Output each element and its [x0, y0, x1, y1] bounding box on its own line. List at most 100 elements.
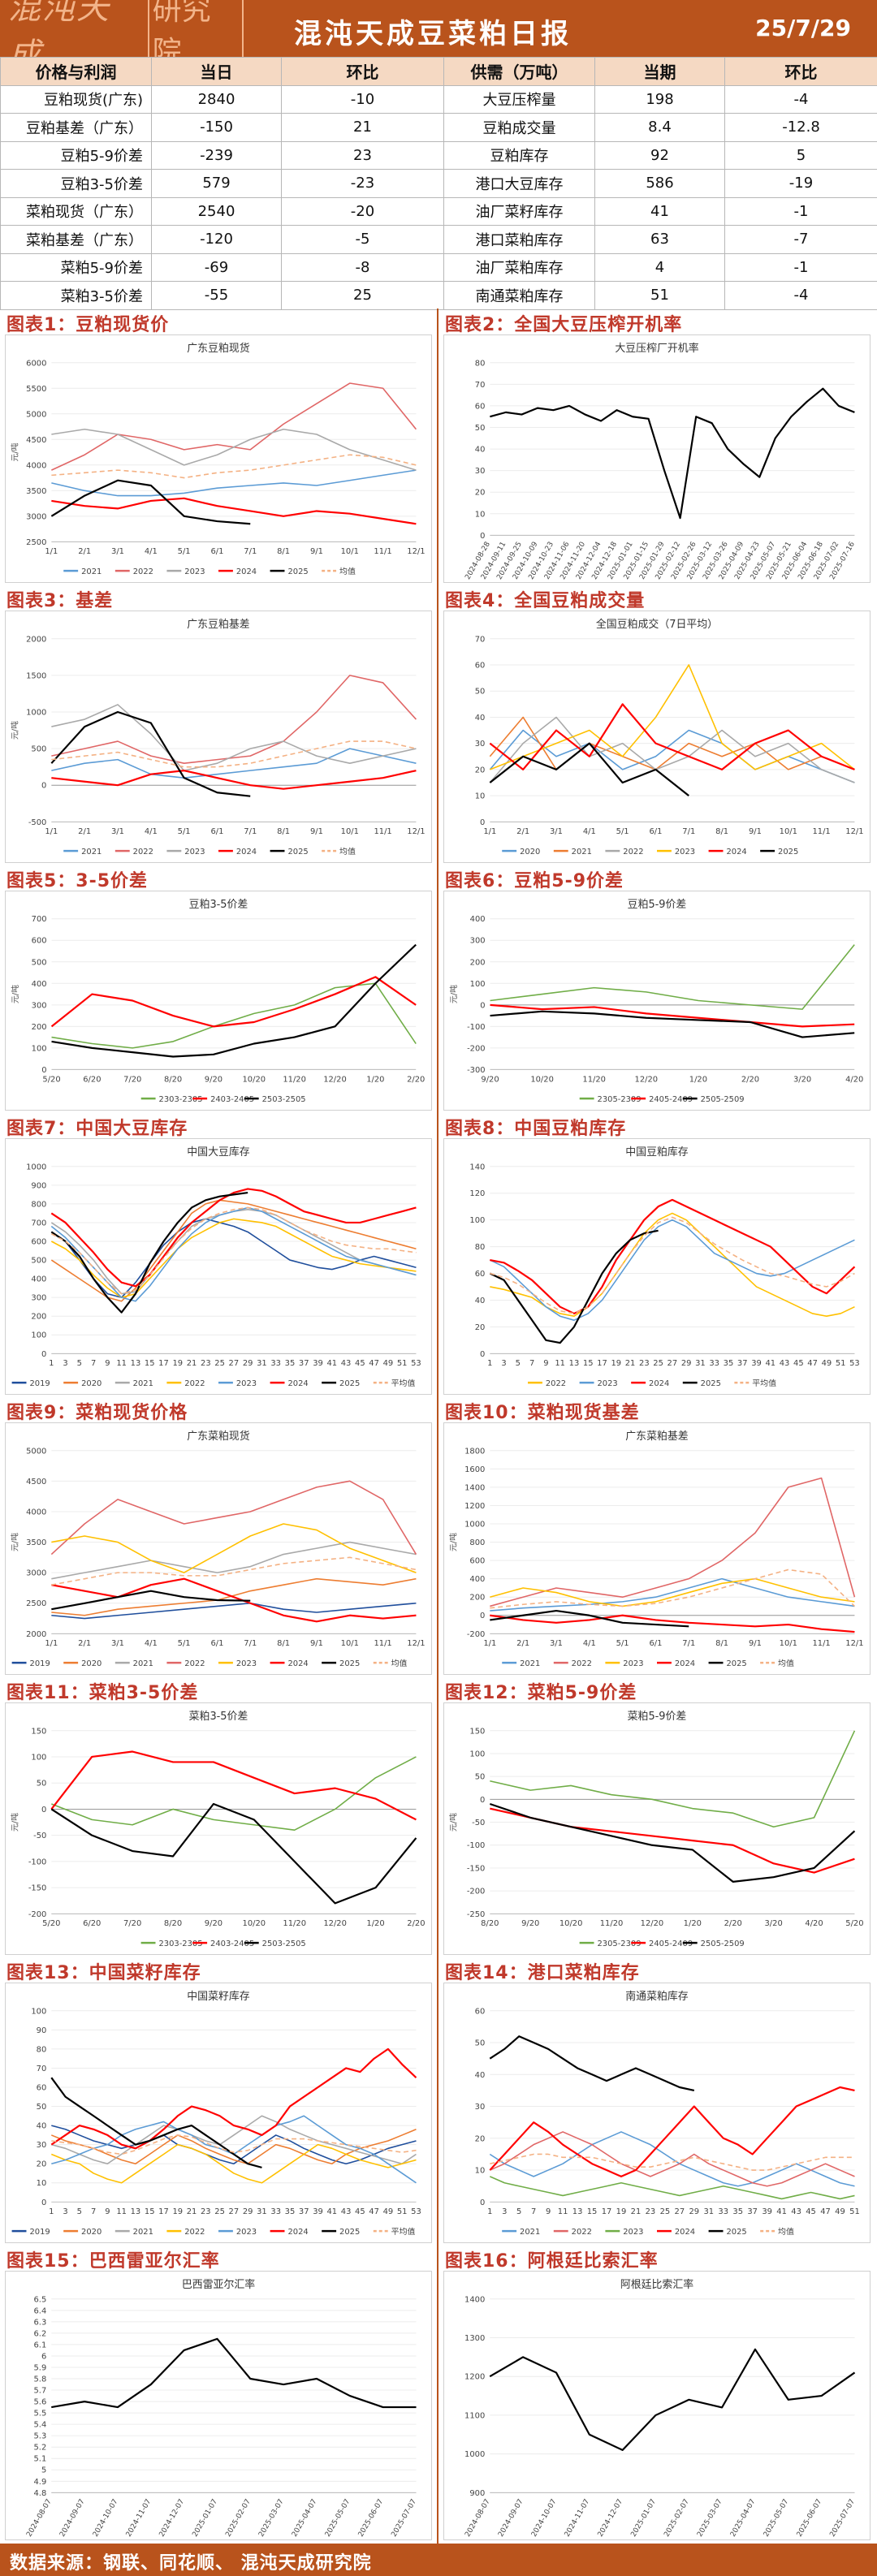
chart-frame: 中国菜籽库存 0 10 20 30 40 50 60 70 80 90 100 1 3 5 7 9 11 13 15 1…: [5, 1983, 432, 2243]
chart-title: 菜粕5-9价差: [628, 1711, 687, 1723]
y-tick-label: 80: [475, 359, 486, 368]
y-tick-label: 4.8: [34, 2489, 47, 2498]
table-cell: 豆粕库存: [443, 140, 595, 170]
y-tick-label: 40: [37, 2122, 47, 2131]
x-tick-label: 2025-07-07: [828, 2498, 857, 2539]
chart-panel-title: 图表5：3-5价差: [6, 871, 149, 891]
series-line-2020: [50, 1199, 417, 1302]
legend-label: 2021: [81, 567, 102, 576]
y-axis-label: 元/吨: [10, 721, 20, 740]
series-line-2022: [489, 716, 855, 783]
x-tick-label: 2024-12-07: [158, 2498, 187, 2539]
x-tick-label: 9/20: [521, 1919, 539, 1928]
x-tick-label: 2024-10-07: [92, 2498, 120, 2539]
series-line-2024: [489, 2086, 855, 2178]
y-tick-label: 30: [37, 2141, 47, 2150]
legend-label: 2021: [81, 848, 102, 857]
x-tick-label: 39: [762, 2207, 772, 2216]
x-tick-label: 8/1: [277, 1639, 290, 1648]
x-tick-label: 43: [780, 1359, 790, 1368]
y-tick-label: 5.3: [34, 2432, 47, 2441]
y-tick-label: 500: [32, 958, 47, 967]
x-tick-label: 1: [49, 2207, 54, 2216]
report-title: 混沌天成豆菜粕日报: [294, 18, 572, 50]
series-line-2024: [489, 703, 855, 770]
x-tick-label: 2025-03-07: [257, 2498, 286, 2539]
legend-label: 2023: [623, 1659, 643, 1668]
chart-frame: 广东豆粕现货 元/吨 2500 3000 3500 4000 4500 5000 5500 600…: [5, 334, 432, 583]
x-tick-label: 9: [543, 1359, 548, 1368]
series-line-均值: [51, 454, 417, 479]
x-tick-label: 37: [737, 1359, 748, 1368]
x-tick-label: 2025-02-07: [663, 2498, 691, 2539]
legend-label: 2021: [133, 1379, 153, 1388]
chart-frame: 菜粕5-9价差 元/吨 -250 -200 -150 -100 -50 0 50 100 150 8/…: [443, 1702, 871, 1955]
y-tick-label: 5000: [26, 410, 46, 419]
series-line-2023: [489, 2176, 855, 2200]
x-tick-label: 4/20: [805, 1919, 823, 1928]
x-tick-label: 8/1: [715, 1639, 728, 1648]
x-tick-label: 7/1: [244, 827, 257, 836]
series-line-2022: [50, 2143, 417, 2184]
series-line-2022: [490, 1212, 855, 1318]
x-tick-label: 23: [646, 2207, 656, 2216]
x-tick-label: 7: [91, 2207, 96, 2216]
legend-label: 2503-2505: [262, 1095, 306, 1104]
y-tick-label: 700: [31, 1219, 46, 1228]
table-cell: -1: [724, 196, 877, 226]
y-tick-label: 900: [469, 2489, 485, 2498]
x-tick-label: 10/1: [341, 547, 359, 556]
y-tick-label: 4500: [26, 1478, 46, 1486]
x-tick-label: 8/20: [164, 1919, 182, 1928]
chart-title: 中国豆粕库存: [625, 1146, 689, 1159]
y-tick-label: 600: [32, 937, 47, 946]
series-line-2025: [50, 1191, 248, 1314]
chart-title: 阿根廷比索汇率: [620, 2278, 693, 2291]
chart-frame: 大豆压榨厂开机率 0 10 20 30 40 50 60 70 80 2024-08-28 2024-…: [443, 334, 871, 583]
legend-label: 2505-2509: [701, 1095, 745, 1104]
chart-panel-title: 图表6：豆粕5-9价差: [445, 871, 624, 891]
y-tick-label: 20: [475, 1323, 486, 1332]
legend-label: 2021: [133, 2228, 153, 2237]
series-line-2021: [51, 1541, 417, 1580]
legend-label: 2020: [81, 2228, 102, 2237]
chart-panel-4: 图表4：全国豆粕成交量 全国豆粕成交（7日平均） 0 10 20 30 40 50 60 70 1/…: [438, 586, 875, 866]
x-tick-label: 5/1: [616, 1639, 629, 1648]
y-tick-label: -150: [28, 1884, 47, 1893]
chart-frame: 全国豆粕成交（7日平均） 0 10 20 30 40 50 60 70 1/1 2/1 3/1 4/1 5…: [443, 611, 871, 863]
series-line-开机率: [490, 387, 855, 520]
y-tick-label: 5: [41, 2466, 46, 2475]
x-tick-label: 5/1: [178, 827, 191, 836]
x-tick-label: 47: [369, 2207, 379, 2216]
y-tick-label: -100: [467, 1841, 486, 1850]
table-header-cell: 价格与利润: [0, 57, 152, 86]
table-cell: 油厂菜籽库存: [443, 196, 595, 226]
y-tick-label: 80: [37, 2045, 47, 2054]
x-tick-label: 2/20: [407, 1075, 425, 1084]
x-tick-label: 5/20: [42, 1075, 60, 1084]
y-tick-label: 1200: [464, 2373, 485, 2382]
x-tick-label: 10/1: [780, 827, 797, 836]
table-cell: 4: [594, 252, 725, 282]
x-tick-label: 19: [172, 1359, 183, 1368]
series-line-2303-2305: [51, 982, 417, 1049]
x-tick-label: 2024-08-07: [464, 2498, 492, 2539]
x-tick-label: 2025-04-07: [291, 2498, 319, 2539]
y-tick-label: 20: [475, 2134, 486, 2143]
chart-panel-title: 图表2：全国大豆压榨开机率: [445, 315, 683, 335]
chart-panel-title: 图表8：中国豆粕库存: [445, 1119, 627, 1139]
legend-label: 2019: [29, 2228, 50, 2237]
legend-label: 2021: [572, 848, 592, 857]
table-row: 豆粕5-9价差 -239 23 豆粕库存 92 5: [0, 140, 877, 170]
series-line-2405-2409: [490, 1807, 855, 1874]
x-tick-label: 1: [487, 1359, 492, 1368]
legend-label: 2024: [287, 2228, 308, 2237]
line-chart: 大豆压榨厂开机率010203040506070802024-08-282024-…: [464, 342, 857, 581]
x-tick-label: 1/1: [45, 547, 58, 556]
x-tick-label: 51: [397, 1359, 408, 1368]
x-tick-label: 5/20: [42, 1919, 60, 1928]
x-tick-label: 2025-05-07: [763, 2498, 791, 2539]
y-tick-label: 1200: [464, 1502, 485, 1511]
